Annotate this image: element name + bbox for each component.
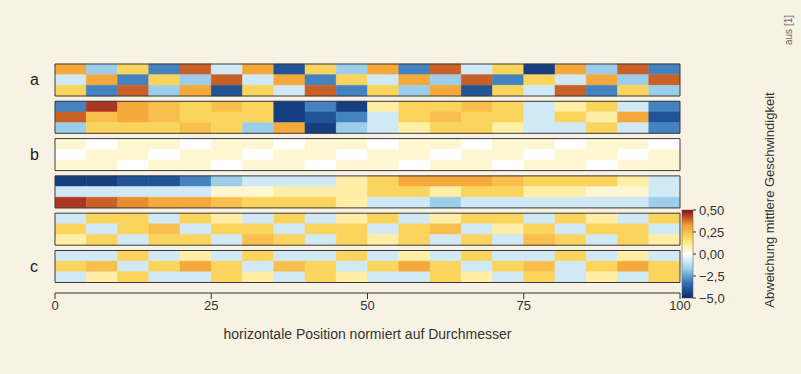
- svg-text:75: 75: [517, 298, 531, 313]
- svg-text:0: 0: [51, 298, 58, 313]
- svg-text:horizontale Position normiert: horizontale Position normiert auf Durchm…: [224, 326, 512, 342]
- svg-text:0,25: 0,25: [699, 225, 724, 240]
- html-text:a: a: [30, 71, 39, 88]
- html-text:b: b: [30, 145, 39, 163]
- svg-text:−2,5: −2,5: [699, 269, 725, 284]
- svg-text:0,50: 0,50: [699, 203, 724, 218]
- svg-text:100: 100: [669, 298, 691, 313]
- svg-text:−5,0: −5,0: [699, 291, 725, 306]
- svg-text:Abweichung mittlere Geschwindi: Abweichung mittlere Geschwindigkeit: [762, 92, 777, 308]
- svg-text:50: 50: [360, 298, 374, 313]
- svg-text:0,00: 0,00: [699, 247, 724, 262]
- svg-text:25: 25: [204, 298, 218, 313]
- html-text:c: c: [30, 257, 38, 275]
- svg-text:aus [1]: aus [1]: [783, 15, 794, 45]
